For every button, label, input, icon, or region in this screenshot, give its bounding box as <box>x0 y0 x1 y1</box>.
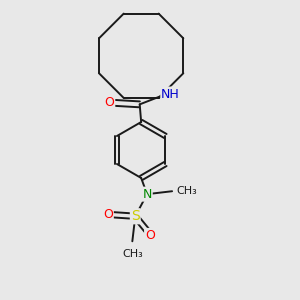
Text: O: O <box>104 96 114 110</box>
Text: S: S <box>131 209 140 223</box>
Text: N: N <box>142 188 152 201</box>
Text: NH: NH <box>161 88 180 100</box>
Text: O: O <box>103 208 113 221</box>
Text: CH₃: CH₃ <box>122 249 143 259</box>
Text: O: O <box>145 229 155 242</box>
Text: CH₃: CH₃ <box>176 186 197 196</box>
